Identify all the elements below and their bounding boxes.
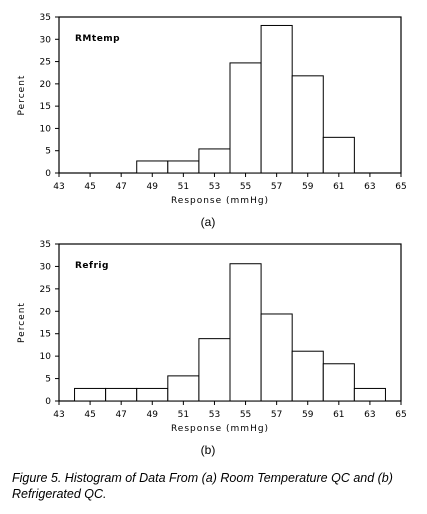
chart-b-ytick-label: 25 <box>40 285 51 295</box>
chart-b-xtick-label: 49 <box>147 410 159 420</box>
chart-a-bar <box>291 75 324 174</box>
chart-a-xtick-label: 55 <box>240 182 251 192</box>
chart-b-bar <box>136 387 169 402</box>
chart-a-inset-label: RMtemp <box>75 34 120 44</box>
chart-a-xtick-label: 45 <box>84 182 95 192</box>
chart-a-xtick-label: 51 <box>178 182 189 192</box>
chart-a-xtick-label: 43 <box>53 182 64 192</box>
chart-a-xtick-label: 49 <box>147 182 159 192</box>
chart-b-xtick-label: 51 <box>178 410 189 420</box>
chart-b-xtick-label: 55 <box>240 410 251 420</box>
chart-a-xtick-label: 47 <box>115 182 126 192</box>
chart-b-ytick-label: 35 <box>40 240 51 250</box>
chart-a-ytick-label: 25 <box>40 58 51 68</box>
chart-b-panel-label: (b) <box>201 443 216 457</box>
chart-a-xtick-label: 53 <box>209 182 220 192</box>
chart-b-xtick-label: 47 <box>115 410 126 420</box>
chart-a-bar <box>167 160 200 174</box>
chart-b-xtick-label: 59 <box>302 410 314 420</box>
chart-b-bar <box>105 387 138 402</box>
chart-b-xtick-label: 57 <box>271 410 282 420</box>
chart-a-ytick-label: 20 <box>40 80 52 90</box>
chart-a-ytick-label: 35 <box>40 13 51 23</box>
chart-a-ytick-label: 10 <box>40 124 52 134</box>
chart-b-xtick-label: 45 <box>84 410 95 420</box>
chart-b-ytick-label: 20 <box>40 307 52 317</box>
chart-b-ytick-label: 10 <box>40 352 52 362</box>
chart-b-xtick-label: 63 <box>364 410 375 420</box>
chart-a-xtick-label: 61 <box>333 182 344 192</box>
chart-a-bar <box>136 160 169 174</box>
chart-a-ytick-label: 30 <box>40 35 52 45</box>
chart-b-bar <box>291 350 324 402</box>
figure-caption: Figure 5. Histogram of Data From (a) Roo… <box>12 471 393 501</box>
chart-a-bar <box>322 136 355 174</box>
chart-b-bar <box>198 338 231 402</box>
chart-b-bar <box>229 263 262 402</box>
chart-b-xtick-label: 43 <box>53 410 64 420</box>
chart-b-ytick-label: 0 <box>45 397 51 407</box>
chart-a-xlabel: Response (mmHg) <box>171 196 269 206</box>
chart-a-bar <box>229 62 262 174</box>
chart-a-xtick-label: 63 <box>364 182 375 192</box>
chart-b-xtick-label: 65 <box>395 410 406 420</box>
chart-a-ytick-label: 15 <box>40 102 51 112</box>
chart-b-bar <box>167 375 200 402</box>
chart-b-bar <box>322 363 355 402</box>
chart-b-ytick-label: 30 <box>40 262 52 272</box>
chart-b-ylabel: Percent <box>17 302 27 343</box>
chart-b-bar <box>260 313 293 402</box>
chart-b-xlabel: Response (mmHg) <box>171 424 269 434</box>
chart-b-xtick-label: 61 <box>333 410 344 420</box>
chart-b-bar <box>74 387 107 402</box>
chart-b-xtick-label: 53 <box>209 410 220 420</box>
chart-a-panel-label: (a) <box>201 215 216 229</box>
chart-b-ytick-label: 15 <box>40 330 51 340</box>
chart-a-bar <box>198 148 231 174</box>
chart-a-xtick-label: 59 <box>302 182 314 192</box>
chart-b-bar <box>353 387 386 402</box>
chart-b-inset-label: Refrig <box>75 261 109 271</box>
chart-a-ylabel: Percent <box>17 75 27 116</box>
chart-a-ytick-label: 5 <box>45 147 51 157</box>
chart-a-xtick-label: 57 <box>271 182 282 192</box>
chart-b-ytick-label: 5 <box>45 375 51 385</box>
chart-a-bar <box>260 24 293 174</box>
chart-a-xtick-label: 65 <box>395 182 406 192</box>
chart-a-ytick-label: 0 <box>45 169 51 179</box>
